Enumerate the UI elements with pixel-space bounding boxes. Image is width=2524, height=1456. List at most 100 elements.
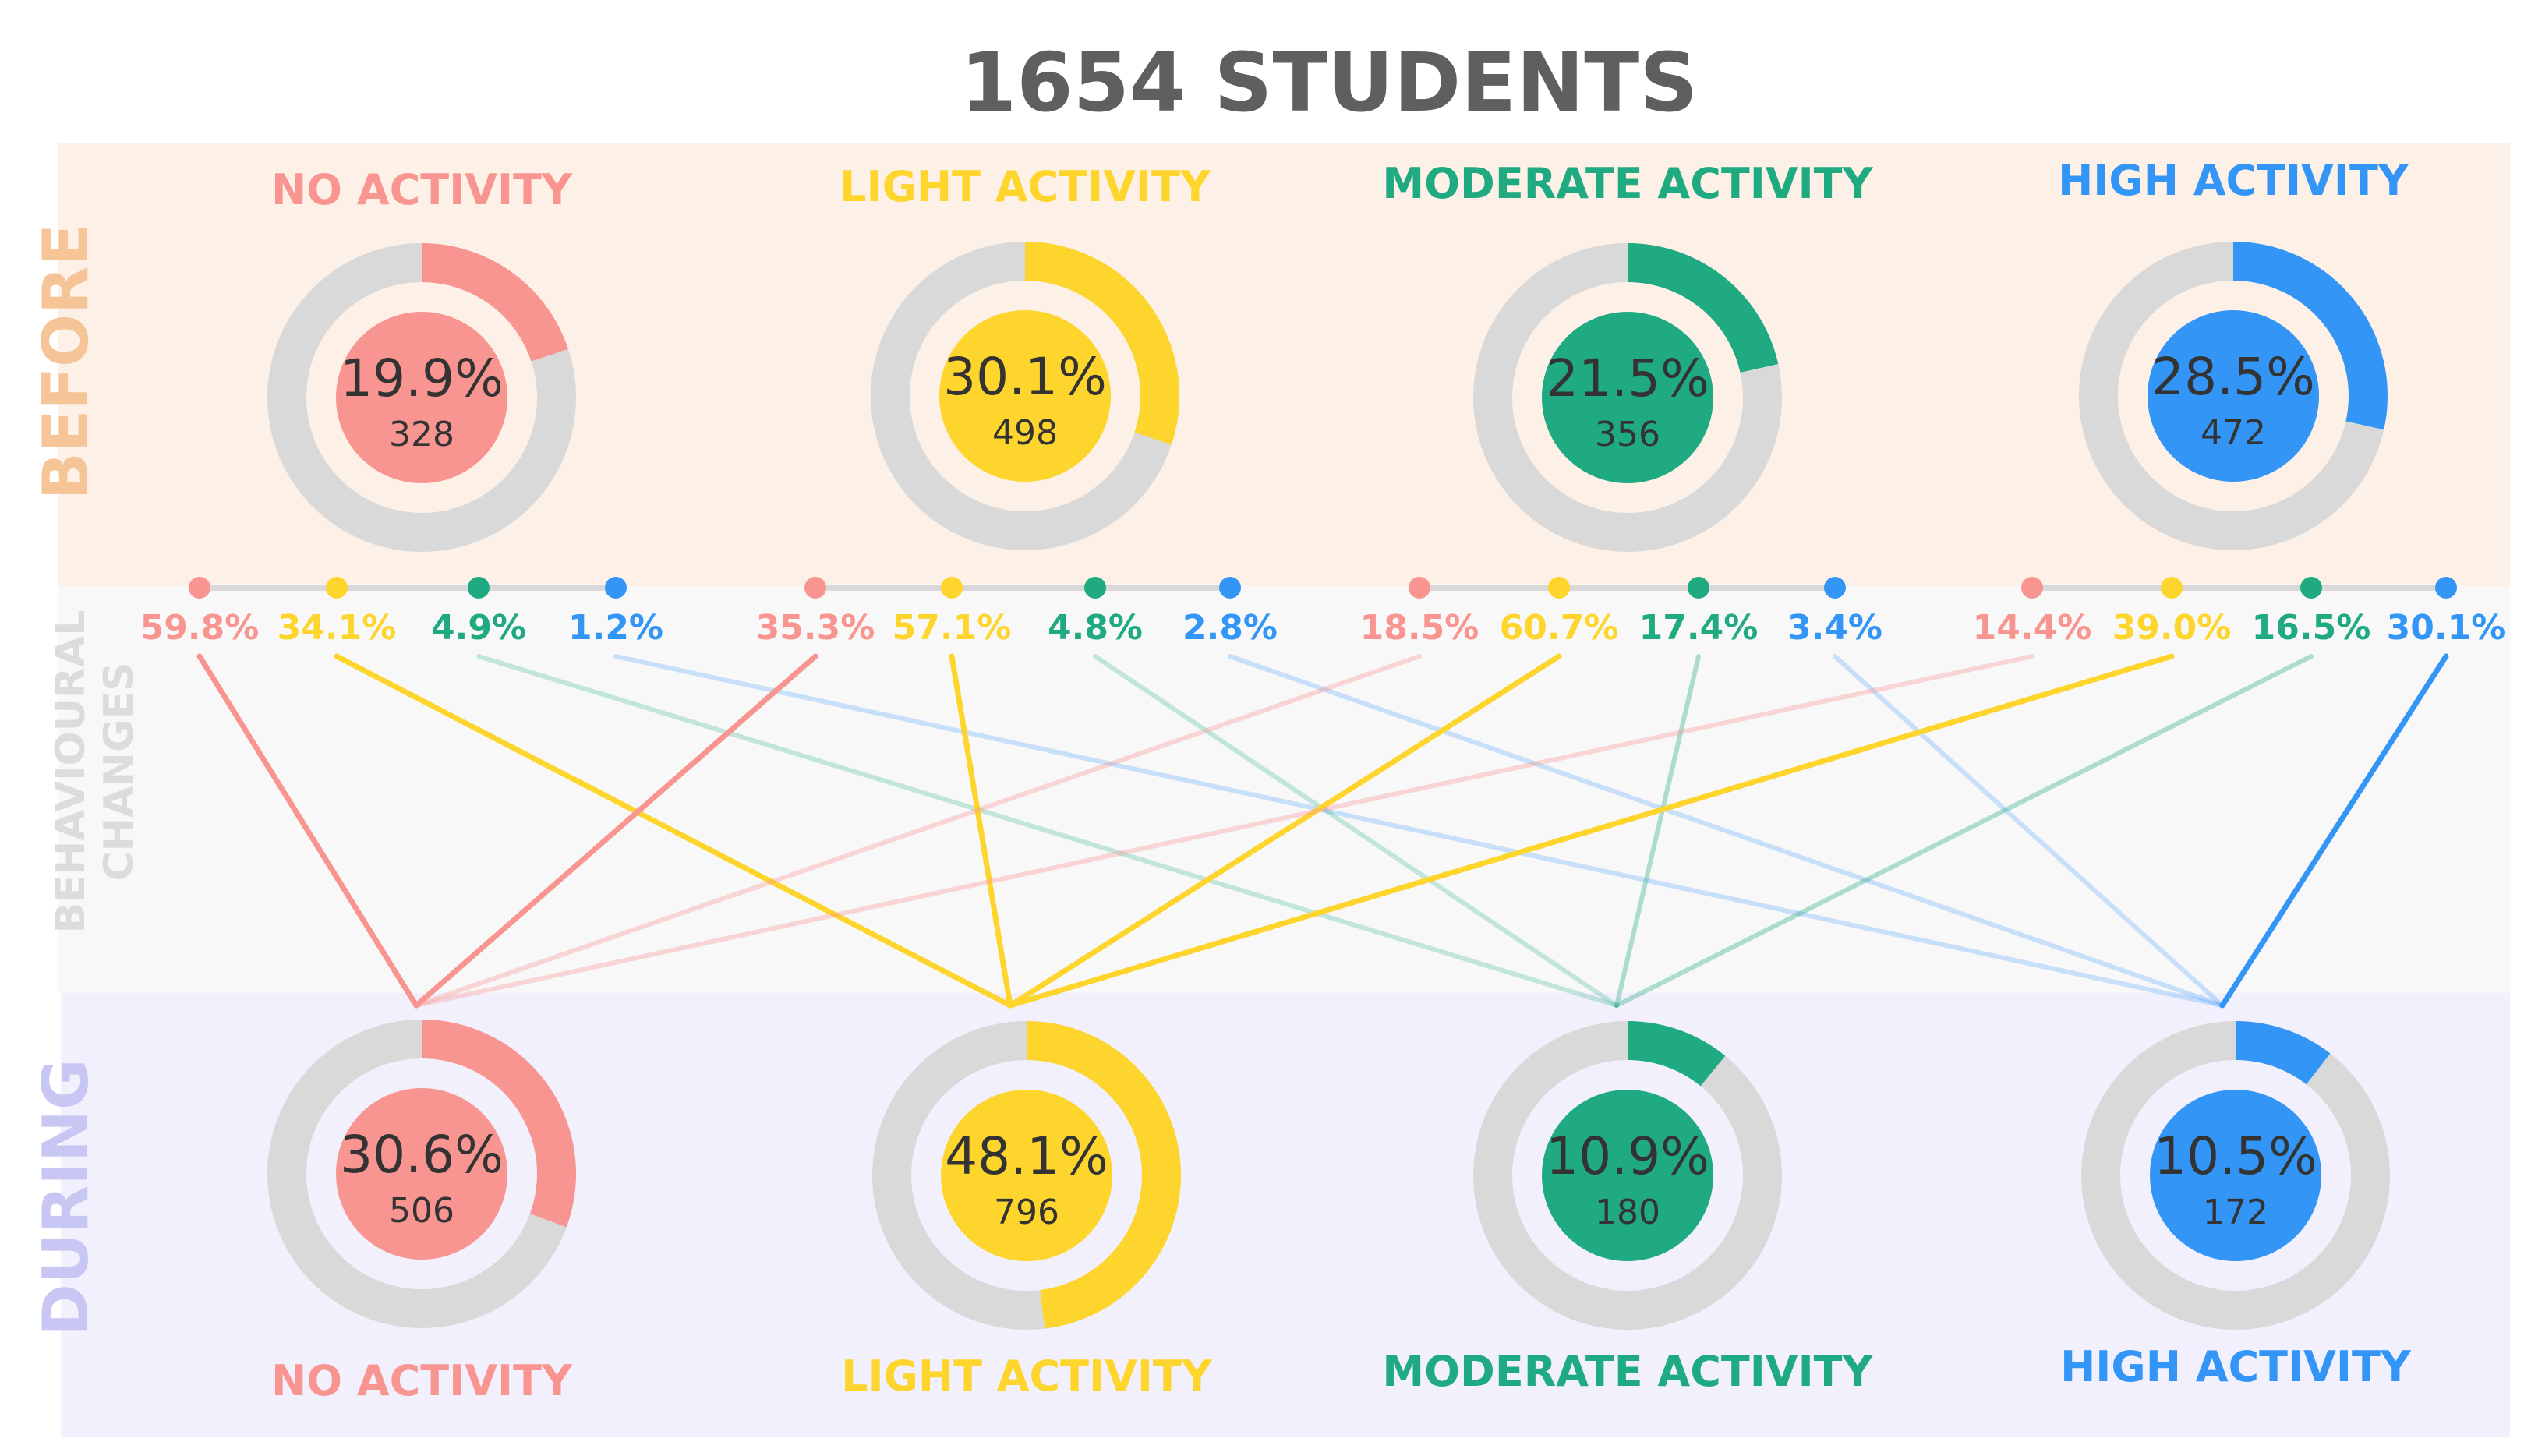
- during-section-label: DURING: [30, 1058, 102, 1335]
- transition-link: [613, 654, 2225, 1008]
- transition-dot-moderate: [468, 577, 490, 599]
- donut-core: [336, 1088, 507, 1260]
- transition-percent-high: 2.8%: [1182, 608, 1278, 648]
- donut-segment: [267, 1020, 576, 1328]
- transition-percent-moderate: 16.5%: [2252, 608, 2371, 648]
- donut-core: [336, 312, 507, 483]
- transition-link: [196, 653, 419, 1009]
- transition-dot-no: [189, 577, 210, 599]
- transition-dot-light: [326, 577, 348, 599]
- transition-dot-moderate: [2300, 577, 2322, 599]
- transition-dot-high: [1219, 577, 1241, 599]
- category-label-no: NO ACTIVITY: [271, 165, 573, 214]
- transition-percent-moderate: 17.4%: [1639, 608, 1759, 648]
- transition-percent-no: 18.5%: [1360, 608, 1479, 648]
- transition-dot-moderate: [1084, 577, 1106, 599]
- transition-rails: 59.8% 34.1% 4.9% 1.2% 35.3% 57.1% 4.8% 2.8% 18.5…: [140, 577, 2506, 648]
- transition-link: [1614, 654, 1701, 1008]
- behavioural-changes-label-line1: BEHAVIOURAL: [48, 610, 94, 934]
- donut-count: 498: [992, 413, 1058, 453]
- transition-link: [414, 654, 1422, 1008]
- transition-percent-light: 57.1%: [893, 608, 1012, 648]
- transition-link: [476, 654, 1619, 1008]
- donut-count: 472: [2201, 413, 2266, 453]
- donut-percent: 30.6%: [340, 1125, 504, 1185]
- transition-dot-high: [605, 577, 627, 599]
- during-donut-high: 10.5% 172 HIGH ACTIVITY: [2060, 1021, 2412, 1391]
- donut-count: 796: [994, 1193, 1059, 1232]
- transition-percent-no: 59.8%: [140, 608, 260, 648]
- donut-charts: 19.9% 328 NO ACTIVITY 30.1% 498 LIGHT ACTIVIT…: [267, 156, 2412, 1405]
- category-label-no: NO ACTIVITY: [271, 1356, 573, 1405]
- category-label-moderate: MODERATE ACTIVITY: [1382, 159, 1873, 208]
- transition-dot-light: [2161, 577, 2183, 599]
- transition-link: [1093, 654, 1619, 1008]
- category-label-high: HIGH ACTIVITY: [2058, 156, 2409, 205]
- transition-link: [1007, 653, 2175, 1009]
- transition-links: [196, 653, 2449, 1009]
- transition-percent-high: 3.4%: [1787, 608, 1882, 648]
- transition-link: [1833, 654, 2225, 1008]
- transition-link: [1614, 654, 2314, 1008]
- donut-percent: 19.9%: [340, 348, 504, 408]
- before-donut-no: 19.9% 328 NO ACTIVITY: [267, 165, 576, 552]
- before-donut-high: 28.5% 472 HIGH ACTIVITY: [2058, 156, 2409, 550]
- donut-core: [941, 1090, 1112, 1261]
- category-label-light: LIGHT ACTIVITY: [840, 162, 1211, 211]
- transition-link: [413, 653, 818, 1009]
- during-donut-light: 48.1% 796 LIGHT ACTIVITY: [841, 1021, 1213, 1401]
- donut-count: 506: [389, 1191, 454, 1231]
- during-donut-moderate: 10.9% 180 MODERATE ACTIVITY: [1382, 1021, 1874, 1396]
- donut-segment: [872, 1021, 1181, 1330]
- transition-dot-high: [2435, 577, 2457, 599]
- transition-dot-moderate: [1688, 577, 1709, 599]
- transition-percent-moderate: 4.9%: [431, 608, 526, 648]
- transition-link: [1007, 653, 1562, 1009]
- donut-percent: 48.1%: [945, 1126, 1108, 1186]
- donut-core: [2148, 310, 2319, 482]
- transition-percent-high: 30.1%: [2387, 608, 2506, 648]
- transition-dot-light: [1548, 577, 1570, 599]
- category-label-moderate: MODERATE ACTIVITY: [1382, 1347, 1873, 1396]
- donut-count: 172: [2203, 1193, 2268, 1232]
- transition-link: [2219, 653, 2449, 1009]
- transition-percent-light: 60.7%: [1500, 608, 1619, 648]
- donut-core: [939, 310, 1111, 482]
- donut-segment: [1473, 243, 1782, 552]
- transition-dot-high: [1824, 577, 1846, 599]
- donut-segment: [1473, 1021, 1782, 1330]
- donut-count: 328: [389, 415, 454, 454]
- donut-segment: [871, 242, 1179, 550]
- before-donut-moderate: 21.5% 356 MODERATE ACTIVITY: [1382, 159, 1874, 552]
- donut-core: [2150, 1090, 2321, 1261]
- transition-percent-no: 35.3%: [756, 608, 875, 648]
- transition-dot-light: [941, 577, 963, 599]
- before-donut-light: 30.1% 498 LIGHT ACTIVITY: [840, 162, 1211, 550]
- transition-percent-light: 39.0%: [2112, 608, 2232, 648]
- transition-percent-light: 34.1%: [277, 608, 397, 648]
- during-donut-no: 30.6% 506 NO ACTIVITY: [267, 1020, 576, 1405]
- donut-percent: 21.5%: [1546, 348, 1709, 408]
- transition-link: [949, 653, 1013, 1009]
- donut-segment: [2079, 242, 2388, 550]
- transition-link: [1228, 654, 2225, 1008]
- category-label-light: LIGHT ACTIVITY: [841, 1352, 1213, 1401]
- donut-percent: 30.1%: [943, 347, 1107, 407]
- transition-link: [334, 653, 1013, 1009]
- transition-percent-high: 1.2%: [568, 608, 663, 648]
- donut-count: 356: [1595, 415, 1660, 454]
- donut-percent: 10.9%: [1546, 1126, 1709, 1186]
- donut-core: [1542, 1090, 1713, 1261]
- transition-dot-no: [1409, 577, 1430, 599]
- donut-percent: 28.5%: [2151, 347, 2315, 407]
- donut-core: [1542, 312, 1713, 483]
- donut-count: 180: [1595, 1193, 1660, 1232]
- transition-dot-no: [804, 577, 826, 599]
- before-section-label: BEFORE: [30, 224, 102, 500]
- donut-segment: [2081, 1021, 2390, 1330]
- donut-segment: [267, 243, 576, 552]
- transition-link: [414, 654, 2034, 1008]
- transition-percent-moderate: 4.8%: [1048, 608, 1143, 648]
- behavioural-changes-label-line2: CHANGES: [96, 662, 143, 881]
